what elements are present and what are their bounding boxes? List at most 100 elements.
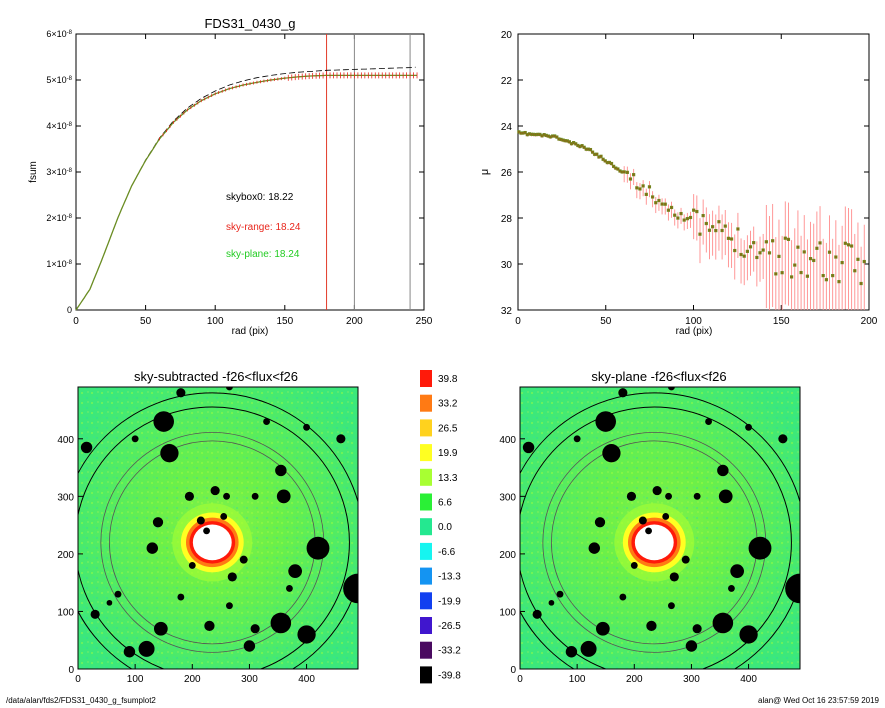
mu-point: [701, 214, 705, 218]
masked-source: [692, 624, 702, 634]
masked-source: [114, 590, 122, 598]
masked-source: [90, 609, 100, 619]
colorbar-swatch: [420, 592, 432, 610]
annotation-skybox0: skybox0: 18.22: [226, 192, 294, 203]
mu-point: [555, 135, 559, 139]
mu-point: [764, 240, 768, 244]
colorbar-swatch: [420, 419, 432, 437]
galaxy-core: [634, 524, 674, 561]
mu-point: [834, 255, 838, 259]
mu-point: [654, 201, 658, 205]
mu-point: [695, 209, 699, 214]
image-xtick-label: 100: [127, 674, 144, 685]
image-ytick-label: 0: [68, 665, 74, 676]
mu-point: [733, 248, 737, 253]
mu-xtick-label: 50: [600, 316, 612, 327]
mu-point: [612, 164, 616, 168]
masked-source: [681, 555, 690, 564]
mu-point: [793, 263, 797, 267]
masked-source: [652, 486, 662, 496]
mu-point: [736, 227, 740, 231]
mu-ytick-label: 30: [501, 260, 513, 271]
mu-point: [745, 249, 749, 253]
masked-source: [154, 621, 168, 636]
mu-point: [799, 270, 803, 275]
masked-source: [270, 612, 292, 634]
fsum-dashed-curve: [75, 66, 416, 311]
mu-point: [641, 184, 645, 188]
masked-source: [556, 590, 564, 598]
masked-source: [276, 489, 291, 504]
mu-point: [676, 216, 680, 220]
aperture-ellipse: [520, 406, 792, 669]
colorbar-label: -13.3: [438, 572, 461, 583]
mu-point: [815, 246, 819, 250]
mu-point: [647, 185, 652, 189]
footer-stamp: alan@ Wed Oct 16 23:57:59 2019: [758, 696, 879, 705]
masked-source: [220, 513, 228, 520]
mu-point: [771, 239, 775, 243]
sky-plane-panel: sky-plane -f26<flux<f26 0 100 200 300 400 0 10…: [499, 369, 801, 685]
mu-point: [755, 255, 759, 260]
mu-ytick-label: 22: [501, 76, 513, 87]
colorbar-swatch: [420, 493, 432, 511]
masked-source: [243, 640, 256, 652]
masked-source: [306, 536, 330, 560]
colorbar-label: 13.3: [438, 473, 458, 484]
image-ytick-label: 300: [57, 492, 74, 503]
mu-plot-frame: [517, 33, 870, 311]
sky-subtracted-title: sky-subtracted -f26<flux<f26: [134, 369, 298, 384]
mu-point: [574, 142, 578, 146]
colorbar-label: -33.2: [438, 646, 461, 657]
mu-point: [711, 225, 715, 229]
masked-source: [712, 612, 734, 634]
mu-point: [692, 208, 696, 212]
mu-point: [663, 202, 667, 206]
mu-point: [790, 275, 794, 279]
colorbar-label: -39.8: [438, 670, 461, 681]
colorbar-swatch: [420, 567, 432, 585]
masked-source: [580, 640, 597, 657]
mu-point: [859, 281, 863, 286]
mu-point: [582, 145, 586, 149]
mu-point: [669, 205, 674, 210]
fsum-xtick-label: 50: [140, 316, 152, 327]
masked-source: [668, 602, 675, 610]
colorbar-label: -26.5: [438, 621, 461, 632]
mu-point: [698, 232, 702, 236]
mu-ytick-label: 24: [501, 122, 513, 133]
masked-source: [626, 491, 637, 501]
fsum-xtick-label: 250: [416, 316, 433, 327]
masked-source: [343, 573, 358, 604]
mu-point: [603, 159, 607, 163]
masked-source: [728, 585, 735, 592]
masked-source: [645, 527, 652, 535]
aperture-ellipse: [520, 392, 800, 669]
masked-source: [251, 492, 259, 500]
masked-source: [594, 517, 606, 528]
mu-xtick-label: 0: [515, 316, 521, 327]
aperture-ellipse: [78, 392, 358, 669]
masked-source: [288, 564, 302, 579]
image-xtick-label: 300: [683, 674, 700, 685]
masked-source: [718, 489, 733, 504]
mu-point: [657, 198, 661, 203]
colorbar-label: 0.0: [438, 522, 452, 533]
mu-point: [805, 274, 809, 278]
mu-point: [853, 269, 857, 273]
fsum-xtick-label: 0: [73, 316, 79, 327]
mu-point: [729, 237, 734, 241]
mu-point: [616, 167, 620, 171]
mu-point: [726, 236, 731, 240]
image-frame: [77, 386, 359, 670]
mu-point: [748, 245, 753, 249]
masked-source: [748, 536, 772, 560]
mu-point: [758, 251, 762, 255]
masked-source: [303, 423, 311, 431]
mu-panel: 0 50 100 150 200 20 22 24 26 28 30 32 rad (pix) μ: [479, 30, 878, 337]
fsum-title: FDS31_0430_g: [204, 16, 295, 31]
mu-point: [632, 173, 636, 177]
masked-source: [668, 387, 675, 391]
image-area: [78, 387, 358, 669]
